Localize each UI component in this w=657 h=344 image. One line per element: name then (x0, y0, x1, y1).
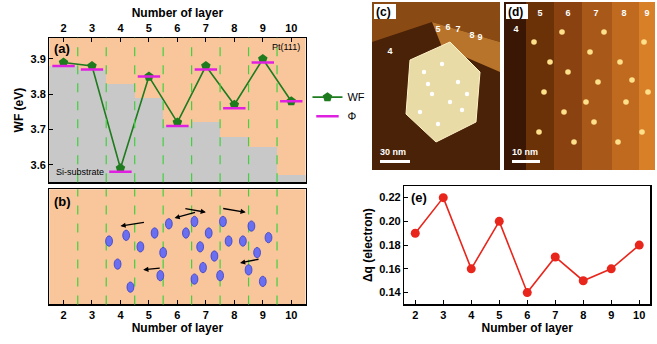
svg-text:7: 7 (455, 24, 460, 34)
svg-text:30 nm: 30 nm (380, 147, 406, 157)
svg-text:10: 10 (633, 309, 645, 321)
svg-text:9: 9 (644, 8, 649, 18)
svg-text:0.18: 0.18 (379, 239, 400, 251)
svg-text:7: 7 (203, 22, 209, 34)
svg-text:2: 2 (60, 22, 66, 34)
svg-text:8: 8 (469, 30, 474, 40)
svg-text:4: 4 (387, 46, 392, 56)
svg-text:7: 7 (593, 8, 598, 18)
svg-text:3.8: 3.8 (31, 88, 46, 100)
svg-text:Pt(111): Pt(111) (272, 42, 300, 52)
svg-text:8: 8 (621, 8, 626, 18)
svg-text:8: 8 (580, 309, 586, 321)
svg-text:Δq (electron): Δq (electron) (361, 208, 375, 282)
svg-text:7: 7 (203, 309, 209, 321)
svg-text:3.9: 3.9 (31, 53, 46, 65)
svg-text:3: 3 (89, 309, 95, 321)
svg-text:9: 9 (260, 309, 266, 321)
svg-text:10 nm: 10 nm (512, 147, 538, 157)
svg-text:Number of layer: Number of layer (132, 321, 224, 335)
svg-text:(e): (e) (411, 190, 427, 205)
svg-text:4: 4 (117, 22, 124, 34)
svg-text:4: 4 (513, 24, 518, 34)
svg-text:10: 10 (285, 309, 297, 321)
svg-text:WF (eV): WF (eV) (12, 88, 26, 133)
svg-text:(d): (d) (508, 5, 523, 19)
svg-text:0.20: 0.20 (379, 215, 400, 227)
svg-text:Si-substrate: Si-substrate (56, 167, 104, 177)
svg-text:Number of layer: Number of layer (482, 321, 574, 335)
svg-text:8: 8 (231, 309, 237, 321)
svg-text:Number of layer: Number of layer (132, 6, 224, 20)
svg-text:3.7: 3.7 (31, 123, 46, 135)
svg-text:(c): (c) (376, 5, 391, 19)
svg-text:5: 5 (146, 309, 152, 321)
svg-text:(a): (a) (54, 41, 70, 56)
svg-text:5: 5 (496, 309, 502, 321)
svg-text:3.6: 3.6 (31, 159, 46, 171)
svg-text:6: 6 (565, 8, 570, 18)
svg-text:8: 8 (231, 22, 237, 34)
svg-text:6: 6 (174, 22, 180, 34)
svg-text:5: 5 (146, 22, 152, 34)
svg-text:2: 2 (412, 309, 418, 321)
svg-text:9: 9 (260, 22, 266, 34)
svg-text:10: 10 (285, 22, 297, 34)
svg-text:9: 9 (477, 32, 482, 42)
svg-text:2: 2 (60, 309, 66, 321)
svg-text:0.22: 0.22 (379, 191, 400, 203)
svg-text:3: 3 (89, 22, 95, 34)
svg-text:5: 5 (435, 24, 440, 34)
svg-text:4: 4 (117, 309, 124, 321)
svg-text:Φ: Φ (347, 110, 356, 122)
svg-text:9: 9 (608, 309, 614, 321)
svg-text:0.14: 0.14 (379, 286, 401, 298)
svg-text:WF: WF (347, 91, 364, 103)
svg-text:3: 3 (440, 309, 446, 321)
svg-text:6: 6 (445, 22, 450, 32)
svg-text:4: 4 (468, 309, 475, 321)
svg-text:(b): (b) (54, 194, 71, 209)
svg-text:6: 6 (524, 309, 530, 321)
svg-text:7: 7 (552, 309, 558, 321)
svg-text:0.16: 0.16 (379, 263, 400, 275)
svg-text:6: 6 (174, 309, 180, 321)
svg-text:5: 5 (537, 8, 542, 18)
